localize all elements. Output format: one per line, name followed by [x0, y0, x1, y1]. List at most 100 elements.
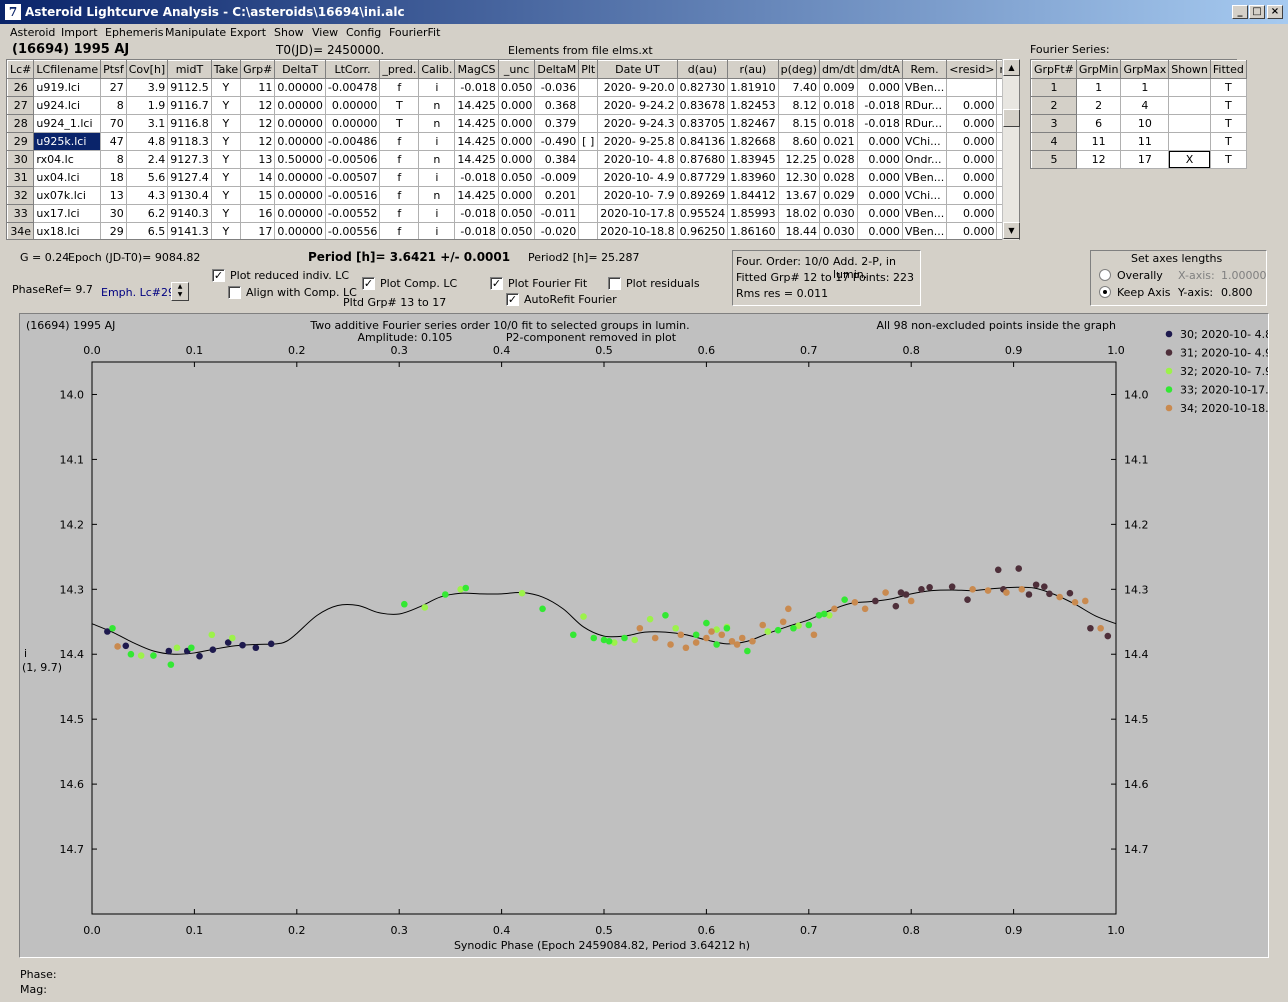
table-cell[interactable]: 0.95524 — [676, 204, 729, 223]
lightcurve-plot-svg[interactable]: (16694) 1995 AJ Two additive Fourier ser… — [20, 314, 1268, 957]
table-cell[interactable]: 0.000 — [497, 132, 536, 151]
table-cell[interactable] — [578, 204, 599, 223]
menu-fourierfit[interactable]: FourierFit — [389, 26, 441, 39]
fourier-row[interactable]: 5 12 17 X T — [1031, 150, 1247, 169]
table-cell[interactable]: 3.9 — [125, 78, 169, 97]
table-cell[interactable]: 6.2 — [125, 204, 169, 223]
table-cell[interactable]: 0.000 — [856, 132, 903, 151]
table-cell[interactable]: -0.018 — [856, 96, 903, 115]
table-cell[interactable]: -0.011 — [534, 204, 580, 223]
table-cell[interactable]: 0.368 — [534, 96, 580, 115]
fourier-cell[interactable]: T — [1209, 78, 1247, 97]
table-cell[interactable]: 1.83960 — [727, 168, 779, 187]
table-cell[interactable]: 6.5 — [125, 222, 169, 239]
table-cell[interactable]: u925k.lci — [33, 132, 102, 151]
table-cell[interactable]: 0.379 — [534, 114, 580, 133]
table-cell[interactable]: Y — [210, 204, 242, 223]
table-cell[interactable]: 13 — [240, 150, 276, 169]
table-cell[interactable]: u924_1.lci — [33, 114, 102, 133]
table-cell[interactable]: 0.000 — [946, 168, 998, 187]
table-cell[interactable]: -0.490 — [534, 132, 580, 151]
table-cell[interactable]: n — [418, 96, 456, 115]
table-cell[interactable]: 0.000 — [946, 132, 998, 151]
table-cell[interactable]: 1.82453 — [727, 96, 779, 115]
table-cell[interactable]: 0.00000 — [274, 168, 326, 187]
lc-column-header[interactable]: DeltaT — [274, 60, 326, 79]
fourier-cell[interactable]: 4 — [1120, 96, 1170, 115]
lc-column-header[interactable]: r(au) — [727, 60, 779, 79]
table-cell[interactable]: 0.000 — [946, 222, 998, 239]
y-axis-value[interactable]: 0.800 — [1221, 286, 1253, 299]
fourier-cell[interactable]: 1 — [1120, 78, 1170, 97]
lc-column-header[interactable]: dm/dt — [818, 60, 858, 79]
table-cell[interactable]: 1.9 — [125, 96, 169, 115]
table-cell[interactable]: 2020-10-18.8 — [597, 222, 678, 239]
table-cell[interactable]: 0.87729 — [676, 168, 729, 187]
table-cell[interactable]: 13 — [100, 186, 127, 205]
table-cell[interactable]: 0.050 — [497, 222, 536, 239]
fourier-column-header[interactable]: GrpFt# — [1031, 60, 1077, 79]
table-cell[interactable]: T — [379, 96, 420, 115]
table-cell[interactable]: VChi... — [901, 186, 948, 205]
table-cell[interactable]: ux17.lci — [33, 204, 102, 223]
table-cell[interactable]: -0.00516 — [324, 186, 381, 205]
table-cell[interactable]: 0.050 — [497, 168, 536, 187]
table-cell[interactable]: 1.82467 — [727, 114, 779, 133]
table-cell[interactable]: 27 — [100, 78, 127, 97]
row-header[interactable]: 32 — [7, 186, 35, 205]
menu-export[interactable]: Export — [230, 26, 267, 39]
table-cell[interactable]: 1.82668 — [727, 132, 779, 151]
table-cell[interactable]: f — [379, 150, 420, 169]
table-cell[interactable]: Y — [210, 150, 242, 169]
table-cell[interactable]: 0.00000 — [274, 114, 326, 133]
table-cell[interactable]: i — [418, 132, 456, 151]
table-row[interactable]: 33 ux17.lci 30 6.2 9140.3 Y 16 0.00000 -0.00552 f… — [7, 204, 1019, 223]
table-cell[interactable]: 0.000 — [856, 150, 903, 169]
plot-comp-checkbox[interactable]: ✓ — [362, 277, 375, 290]
table-cell[interactable]: 12.30 — [777, 168, 820, 187]
table-cell[interactable]: Y — [210, 222, 242, 239]
table-cell[interactable]: 8.60 — [777, 132, 820, 151]
row-header[interactable]: 29 — [7, 132, 35, 151]
table-cell[interactable]: 0.82730 — [676, 78, 729, 97]
table-cell[interactable]: 0.00000 — [274, 222, 326, 239]
table-cell[interactable]: 0.000 — [856, 78, 903, 97]
table-cell[interactable]: 5.6 — [125, 168, 169, 187]
table-cell[interactable]: -0.018 — [454, 222, 499, 239]
table-cell[interactable]: 13.67 — [777, 186, 820, 205]
table-cell[interactable]: f — [379, 204, 420, 223]
table-cell[interactable]: -0.00478 — [324, 78, 381, 97]
table-cell[interactable]: 2.4 — [125, 150, 169, 169]
close-button[interactable]: × — [1267, 5, 1283, 19]
table-cell[interactable]: 0.384 — [534, 150, 580, 169]
table-cell[interactable]: 2020-10- 4.9 — [597, 168, 678, 187]
table-cell[interactable]: 29 — [100, 222, 127, 239]
row-header[interactable]: 33 — [7, 204, 35, 223]
table-cell[interactable]: 0.00000 — [274, 204, 326, 223]
table-cell[interactable] — [946, 78, 998, 97]
table-cell[interactable]: 0.000 — [497, 114, 536, 133]
table-cell[interactable]: 0.96250 — [676, 222, 729, 239]
table-cell[interactable]: 0.000 — [856, 186, 903, 205]
table-cell[interactable]: -0.036 — [534, 78, 580, 97]
scroll-down-icon[interactable]: ▼ — [1003, 222, 1020, 239]
plot-fourier-checkbox[interactable]: ✓ — [490, 277, 503, 290]
lc-column-header[interactable]: LtCorr. — [324, 60, 381, 79]
table-cell[interactable]: 0.83705 — [676, 114, 729, 133]
table-cell[interactable]: 16 — [240, 204, 276, 223]
table-cell[interactable] — [578, 78, 599, 97]
table-cell[interactable] — [578, 222, 599, 239]
table-cell[interactable]: 0.000 — [946, 96, 998, 115]
menu-manipulate[interactable]: Manipulate — [165, 26, 227, 39]
table-cell[interactable]: 1.81910 — [727, 78, 779, 97]
fourier-cell[interactable]: T — [1209, 132, 1247, 151]
table-cell[interactable]: -0.00552 — [324, 204, 381, 223]
table-cell[interactable]: 9118.3 — [167, 132, 212, 151]
table-cell[interactable]: 0.000 — [497, 96, 536, 115]
row-header[interactable]: 30 — [7, 150, 35, 169]
table-cell[interactable]: 9127.4 — [167, 168, 212, 187]
table-cell[interactable]: 14.425 — [454, 150, 499, 169]
